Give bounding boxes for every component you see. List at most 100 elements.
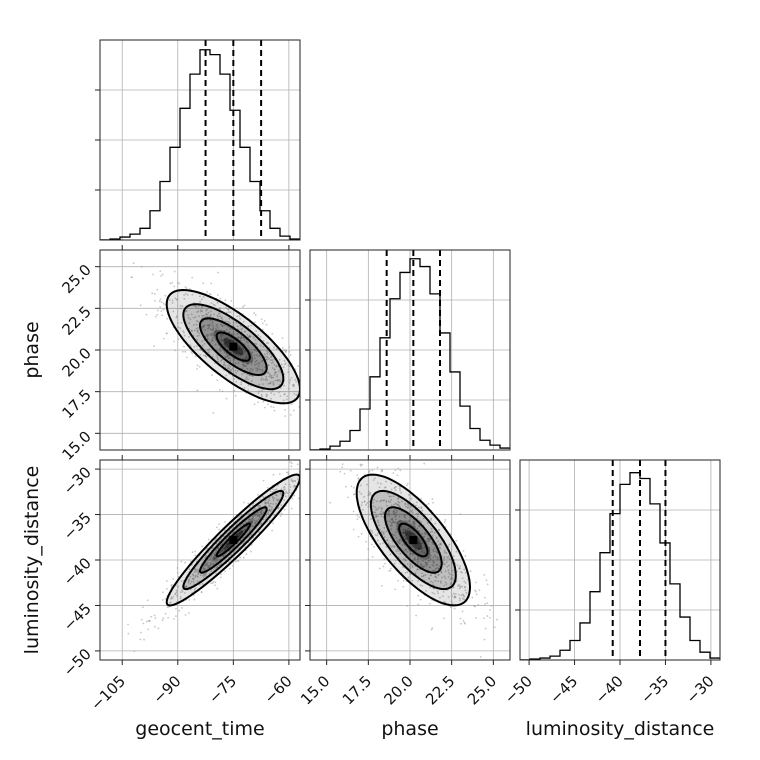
sample-point (211, 320, 214, 323)
sample-point (435, 576, 438, 579)
sample-point (403, 514, 406, 517)
contour-line-1 (198, 317, 268, 377)
sample-point (283, 499, 285, 501)
contour-line-1 (383, 506, 443, 574)
sample-point (302, 470, 304, 472)
sample-point (358, 516, 360, 518)
sample-point (383, 558, 386, 561)
density-peak (409, 536, 418, 544)
contour-line-3 (165, 288, 300, 405)
sample-point (171, 597, 174, 600)
sample-point (287, 491, 290, 494)
sample-point (278, 358, 281, 361)
sample-point (376, 466, 379, 469)
sample-point (483, 638, 486, 641)
sample-point (214, 584, 216, 587)
sample-point (387, 492, 389, 495)
sample-point (263, 353, 266, 356)
sample-point (462, 619, 465, 622)
sample-point (357, 477, 360, 480)
sample-point (464, 586, 466, 589)
sample-point (208, 293, 211, 295)
x-tick-label-phase: 22.5 (422, 672, 458, 708)
sample-point (267, 502, 270, 505)
sample-point (463, 580, 466, 583)
sample-point (214, 343, 217, 346)
sample-point (363, 500, 366, 503)
sample-point (226, 353, 228, 356)
sample-point (196, 338, 199, 341)
sample-point (445, 552, 448, 554)
sample-point (486, 615, 489, 617)
sample-point (257, 401, 260, 404)
sample-point (459, 586, 462, 588)
y-tick-label-phase: 22.5 (58, 302, 94, 338)
histogram-step-geocent_time (100, 49, 300, 241)
sample-point (351, 437, 353, 439)
sample-point (331, 470, 333, 472)
sample-point (203, 324, 206, 327)
x-axis-label-luminosity_distance: luminosity_distance (526, 718, 715, 740)
sample-point (254, 338, 257, 341)
sample-point (387, 512, 390, 514)
sample-point (397, 497, 400, 500)
sample-point (228, 364, 231, 366)
sample-point (368, 501, 371, 503)
sample-point (381, 584, 383, 587)
sample-point (437, 574, 440, 577)
sample-point (185, 356, 188, 359)
sample-point (221, 325, 224, 328)
sample-point (265, 355, 268, 358)
sample-point (253, 507, 256, 510)
sample-point (192, 580, 195, 583)
sample-point (277, 499, 279, 502)
sample-point (200, 298, 203, 301)
sample-point (150, 615, 153, 618)
sample-point (388, 520, 391, 523)
sample-point (180, 321, 183, 324)
sample-point (241, 347, 243, 349)
sample-point (433, 547, 436, 550)
sample-point (275, 494, 278, 497)
sample-point (411, 553, 413, 555)
hist-panel-luminosity_distance (515, 459, 721, 661)
sample-point (349, 469, 352, 472)
sample-point (209, 558, 212, 560)
sample-point (371, 452, 373, 454)
sample-point (262, 383, 264, 386)
sample-point (273, 373, 276, 376)
sample-point (302, 489, 304, 491)
sample-point (260, 389, 263, 392)
sample-point (406, 482, 409, 485)
sample-point (297, 497, 300, 500)
sample-point (443, 559, 446, 561)
pair-panel-geocent_time-luminosity_distance (99, 459, 333, 661)
sample-point (306, 472, 308, 474)
sample-point (454, 593, 457, 595)
sample-point (356, 518, 359, 521)
sample-point (455, 579, 458, 582)
sample-point (225, 328, 228, 331)
sample-point (242, 347, 245, 350)
sample-point (444, 601, 447, 604)
histogram-step-phase (310, 258, 510, 451)
sample-point (451, 577, 454, 580)
x-tick-label-luminosity_distance: −40 (592, 672, 627, 707)
sample-point (189, 575, 192, 578)
sample-point (461, 585, 463, 588)
sample-point (174, 297, 177, 300)
sample-point (257, 367, 259, 370)
sample-point (427, 502, 430, 505)
sample-point (185, 585, 187, 588)
sample-point (224, 346, 227, 348)
sample-point (475, 593, 478, 596)
sample-point (214, 581, 217, 584)
sample-point (233, 550, 236, 553)
sample-point (496, 618, 498, 621)
sample-point (210, 310, 212, 313)
sample-point (192, 578, 195, 581)
sample-point (421, 572, 423, 575)
sample-point (283, 384, 286, 387)
sample-point (388, 569, 391, 572)
